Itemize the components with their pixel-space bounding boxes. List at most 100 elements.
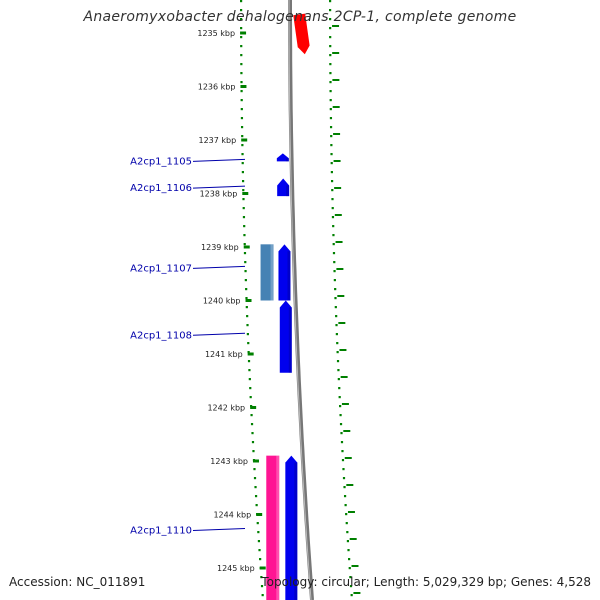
gene-label: A2cp1_1107 [130, 263, 192, 274]
scale-tick-mark [250, 406, 257, 409]
inner-scale-dot [244, 279, 247, 282]
rna-feature-shade [276, 455, 280, 600]
outer-tick-mark [337, 295, 345, 297]
inner-scale-dot [240, 18, 243, 21]
outer-scale-dot [350, 594, 353, 597]
outer-tick-mark [347, 511, 355, 513]
scale-tick-label: 1238 kbp [200, 190, 238, 199]
gene-label: A2cp1_1105 [130, 156, 192, 167]
gene-label-leader [192, 332, 246, 336]
inner-scale-dot [240, 117, 244, 120]
outer-scale-dot [329, 90, 332, 93]
inner-scale-dot [245, 288, 248, 291]
scale-tick-mark [247, 352, 254, 356]
genome-backbone [288, 0, 314, 600]
outer-tick-mark [344, 457, 352, 459]
outer-tick-mark [334, 187, 342, 189]
outer-scale-dot [329, 72, 332, 75]
rna-feature-shade [270, 244, 274, 301]
inner-scale-dot [252, 450, 255, 453]
inner-scale-dot [243, 225, 246, 228]
inner-scale-dot [260, 576, 263, 579]
inner-scale-dot [240, 90, 243, 93]
scale-tick-label: 1240 kbp [203, 297, 241, 306]
inner-scale-dot [242, 198, 245, 201]
outer-tick-mark [336, 268, 344, 270]
outer-scale-dot [348, 567, 351, 570]
outer-scale-dot [331, 198, 334, 201]
outer-scale-dot [338, 387, 341, 390]
inner-scale-dot [245, 306, 248, 309]
inner-scale-dot [245, 297, 248, 300]
outer-scale-dot [335, 324, 338, 327]
inner-scale-dot [246, 315, 249, 318]
inner-scale-dot [249, 387, 252, 390]
scale-tick-label: 1242 kbp [207, 404, 245, 413]
outer-tick-mark [333, 133, 341, 135]
outer-scale-dot [346, 531, 349, 534]
outer-scale-dot [344, 504, 347, 507]
inner-scale-dot [246, 324, 249, 327]
outer-scale-dot [332, 225, 335, 228]
gene-label-leader [192, 158, 246, 162]
gene-arrow-shade [286, 185, 290, 197]
outer-scale-dot [338, 396, 341, 399]
scale-tick-mark [259, 566, 266, 570]
outer-scale-dot [329, 126, 333, 129]
outer-scale-dot [333, 270, 336, 273]
inner-scale-dot [242, 189, 245, 192]
inner-scale-dot [240, 72, 243, 75]
inner-scale-dot [241, 153, 244, 156]
outer-scale-dot [343, 495, 347, 498]
outer-scale-dot [329, 108, 332, 111]
outer-scale-dot [329, 63, 332, 66]
outer-scale-dot [330, 153, 333, 156]
inner-scale-dot [244, 270, 247, 273]
scale-tick-label: 1241 kbp [205, 350, 243, 359]
scale-tick-mark [240, 31, 247, 35]
outer-tick-mark [341, 403, 349, 405]
outer-scale-dot [334, 288, 337, 291]
gene-label-leader [192, 185, 246, 189]
outer-scale-dot [332, 234, 335, 237]
outer-scale-dot [348, 558, 351, 561]
outer-scale-dot [330, 180, 334, 183]
inner-scale-dot [240, 27, 243, 30]
outer-scale-dot [335, 333, 338, 336]
outer-scale-dot [334, 297, 337, 300]
inner-scale-dot [240, 63, 243, 66]
outer-scale-dot [330, 135, 333, 138]
outer-scale-dot [347, 549, 350, 552]
inner-scale-dot [241, 135, 244, 138]
outer-scale-dot [331, 216, 335, 219]
inner-scale-dot [257, 540, 261, 543]
outer-scale-dot [341, 459, 345, 462]
outer-scale-dot [349, 576, 352, 579]
outer-scale-dot [341, 450, 344, 453]
outer-scale-dot [333, 279, 336, 282]
gene-label-leader [192, 528, 246, 532]
gene-label: A2cp1_1108 [130, 330, 192, 341]
scale-tick-label: 1236 kbp [198, 83, 236, 92]
gene-arrow-shade [294, 462, 298, 600]
outer-scale-dot [332, 252, 336, 255]
outer-scale-dot [333, 261, 336, 264]
genome-summary-label: Topology: circular; Length: 5,029,329 bp… [261, 575, 591, 589]
scale-tick-label: 1235 kbp [197, 29, 235, 38]
outer-scale-dot [334, 306, 337, 309]
gene-arrow [285, 455, 298, 600]
inner-scale-dot [250, 414, 253, 417]
outer-scale-dot [329, 36, 332, 39]
genome-backbone-highlight [288, 0, 312, 600]
scale-tick-label: 1237 kbp [198, 136, 236, 145]
inner-scale-dot [258, 549, 261, 552]
outer-tick-mark [332, 25, 340, 27]
inner-scale-dot [257, 531, 260, 534]
inner-scale-dot [246, 333, 249, 336]
scale-tick-label: 1239 kbp [201, 243, 239, 252]
outer-scale-dot [345, 513, 348, 516]
inner-scale-dot [240, 9, 243, 12]
scale-tick-label: 1244 kbp [213, 511, 251, 520]
inner-scale-dot [241, 180, 245, 183]
